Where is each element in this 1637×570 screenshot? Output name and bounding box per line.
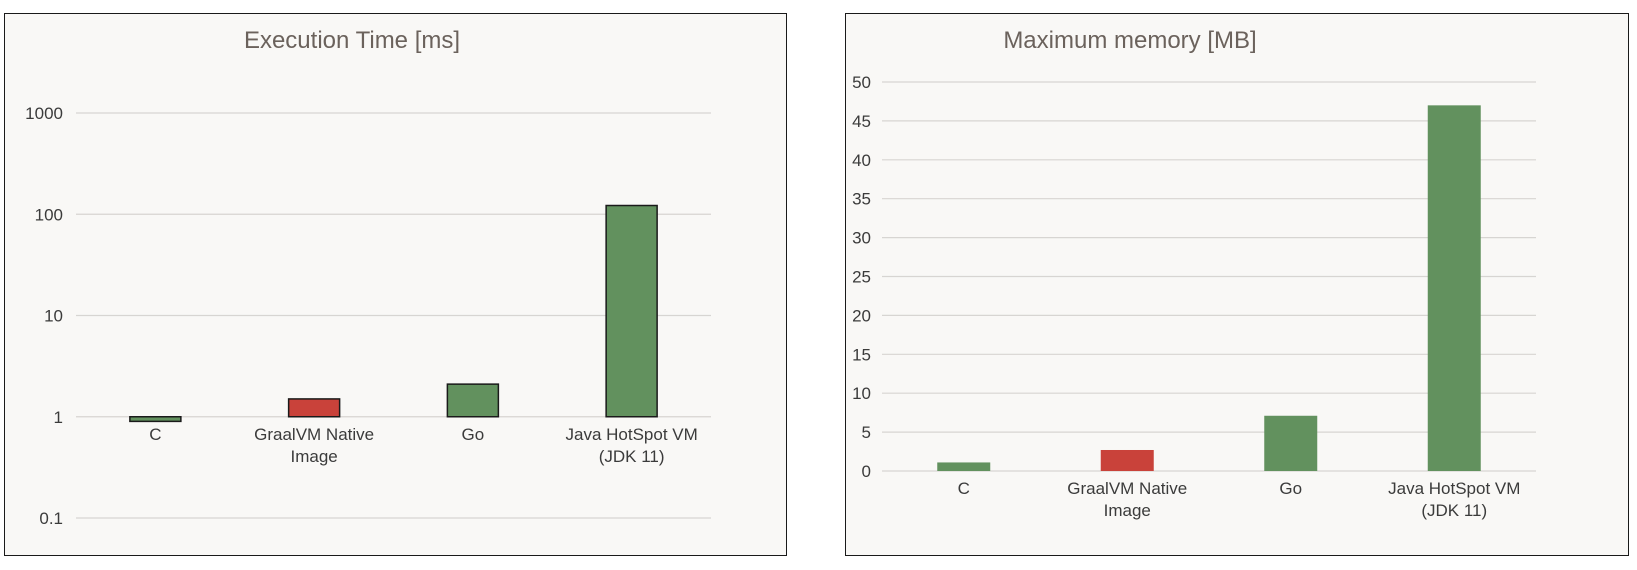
chart-title: Maximum memory [MB]	[1003, 27, 1256, 54]
y-tick-label: 20	[852, 306, 871, 325]
y-tick-label: 10	[44, 307, 63, 326]
x-category-label: Image	[291, 447, 338, 466]
bar	[1100, 449, 1154, 471]
maximum-memory-chart: Maximum memory [MB] 0 5 10 15 20 25 30 35 40 45 50…	[845, 13, 1629, 556]
bar	[1427, 105, 1481, 471]
bar	[129, 416, 182, 423]
y-tick-label: 1	[54, 408, 63, 427]
bar	[287, 398, 341, 418]
bar	[937, 462, 991, 471]
execution-time-chart: Execution Time [ms] 0.1 1 10 100 1000 C GraalV…	[4, 13, 787, 556]
y-tick-label: 5	[862, 423, 871, 442]
y-tick-label: 1000	[25, 104, 63, 123]
x-category-label: Java HotSpot VM	[565, 425, 697, 444]
x-category-label: (JDK 11)	[599, 447, 665, 466]
x-category-label: (JDK 11)	[1421, 501, 1487, 520]
y-tick-label: 45	[852, 112, 871, 131]
y-tick-label: 100	[35, 205, 63, 224]
y-tick-label: 30	[852, 229, 871, 248]
chart-title: Execution Time [ms]	[244, 27, 460, 54]
y-tick-label: 10	[852, 384, 871, 403]
y-tick-label: 15	[852, 345, 871, 364]
x-category-label: GraalVM Native	[1067, 479, 1187, 498]
y-tick-label: 40	[852, 151, 871, 170]
maximum-memory-svg: Maximum memory [MB] 0 5 10 15 20 25 30 35 40 45 50…	[852, 27, 1536, 520]
x-category-label: Go	[462, 425, 485, 444]
x-category-label: GraalVM Native	[254, 425, 374, 444]
y-tick-label: 0.1	[39, 509, 63, 528]
y-tick-label: 50	[852, 73, 871, 92]
y-tick-label: 0	[862, 462, 871, 481]
x-category-label: C	[149, 425, 161, 444]
bar	[1264, 415, 1318, 471]
y-tick-label: 35	[852, 190, 871, 209]
execution-time-svg: Execution Time [ms] 0.1 1 10 100 1000 C GraalV…	[25, 27, 711, 528]
bar	[605, 204, 658, 418]
bar	[446, 383, 500, 418]
x-category-label: Image	[1104, 501, 1151, 520]
x-category-label: Go	[1279, 479, 1302, 498]
y-tick-label: 25	[852, 268, 871, 287]
x-category-label: C	[958, 479, 970, 498]
x-category-label: Java HotSpot VM	[1388, 479, 1520, 498]
